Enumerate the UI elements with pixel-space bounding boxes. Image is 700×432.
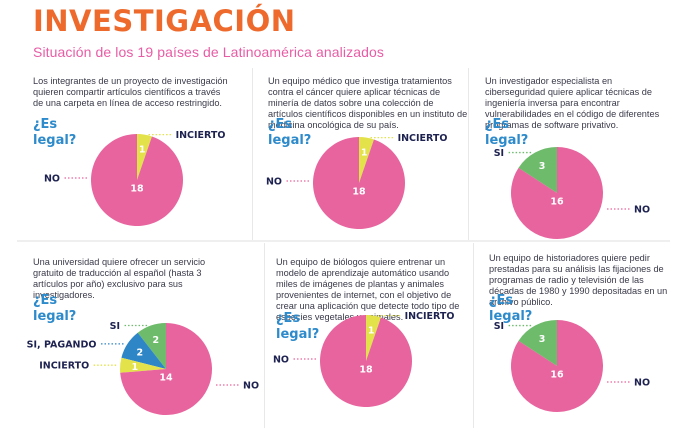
pie-chart-3: 3 16 SI NO [494, 147, 650, 239]
pie-value-label: 1 [368, 326, 375, 337]
pie-value-label: 18 [352, 187, 366, 198]
scenario-description: Un equipo de historiadores quiere pedir … [489, 253, 668, 307]
scenario-description: Un equipo de biólogos quiere entrenar un… [276, 257, 460, 322]
pie-category-label: NO [44, 174, 60, 185]
pie-value-label: 18 [130, 184, 144, 195]
pie-value-label: 1 [139, 145, 146, 156]
pie-chart-2: 1 18 INCIERTO NO [266, 133, 448, 229]
pie-slice-incierto [366, 315, 381, 361]
pie-value-label: 16 [550, 370, 564, 381]
pie-value-label: 3 [539, 334, 546, 345]
pie-chart-6: 3 16 SI NO [494, 320, 650, 413]
pie-chart-1: 1 18 INCIERTO NO [44, 130, 226, 226]
pie-category-label: INCIERTO [405, 311, 455, 322]
pie-category-label: NO [273, 355, 289, 366]
question-heading: ¿Es legal? [33, 293, 77, 324]
scenario-description: Una universidad quiere ofrecer un servic… [33, 257, 206, 300]
pie-value-label: 2 [153, 335, 160, 346]
pie-category-label: SI [494, 321, 504, 332]
scenario-description: Un investigador especialista en ciberseg… [485, 76, 660, 130]
pie-value-label: 2 [137, 347, 144, 358]
question-heading: ¿Es legal? [33, 117, 77, 148]
pie-slice-si [137, 323, 166, 369]
pie-slice-si [518, 320, 557, 366]
pie-slice-no [91, 134, 183, 226]
pie-value-label: 1 [361, 148, 368, 159]
pie-chart-4: 22 1 14 SI SI, PAGANDO INCIERTO NO [27, 321, 259, 416]
divider-vertical [468, 68, 469, 240]
pie-slice-no [120, 323, 212, 416]
pie-slice-no [313, 137, 405, 229]
pie-category-label: NO [634, 378, 650, 389]
pie-category-label: NO [266, 177, 282, 188]
question-heading: ¿Es legal? [489, 293, 533, 324]
pie-slice-no [511, 147, 604, 239]
pie-category-label: NO [634, 205, 650, 216]
pie-slice-no [319, 315, 412, 407]
pie-slice-incierto [120, 357, 166, 373]
pie-value-label: 16 [550, 197, 564, 208]
pie-category-label: SI [494, 148, 504, 159]
pie-slice-incierto [137, 134, 152, 180]
pie-category-label: INCIERTO [176, 130, 226, 141]
pie-category-label: INCIERTO [39, 361, 89, 372]
pie-slice-incierto [359, 137, 374, 183]
scenario-description: Los integrantes de un proyecto de invest… [33, 76, 228, 108]
question-heading: ¿Es legal? [276, 311, 320, 342]
pie-category-label: SI, PAGANDO [27, 339, 97, 350]
pie-category-label: SI [110, 321, 120, 332]
divider-vertical [264, 243, 265, 428]
pie-category-label: NO [243, 381, 259, 392]
divider-vertical [252, 68, 253, 240]
pie-slice-no [511, 320, 604, 413]
scenario-description: Un equipo médico que investiga tratamien… [268, 76, 468, 130]
page-subtitle: Situación de los 19 países de Latinoamér… [33, 44, 384, 60]
pie-chart-5: 1 18 INCIERTO NO [273, 311, 455, 407]
pie-value-label: 18 [359, 365, 373, 376]
divider-horizontal [17, 240, 670, 242]
question-heading: ¿Es legal? [485, 117, 529, 148]
pie-slice-si [518, 147, 557, 193]
pie-slice-si-pagando [121, 332, 166, 369]
page-title: INVESTIGACIÓN [33, 4, 296, 38]
pie-category-label: INCIERTO [398, 133, 448, 144]
pie-value-label: 3 [539, 161, 546, 172]
pie-value-label: 1 [132, 362, 139, 373]
pie-value-label: 14 [159, 373, 173, 384]
divider-vertical [473, 243, 474, 428]
question-heading: ¿Es legal? [268, 117, 312, 148]
